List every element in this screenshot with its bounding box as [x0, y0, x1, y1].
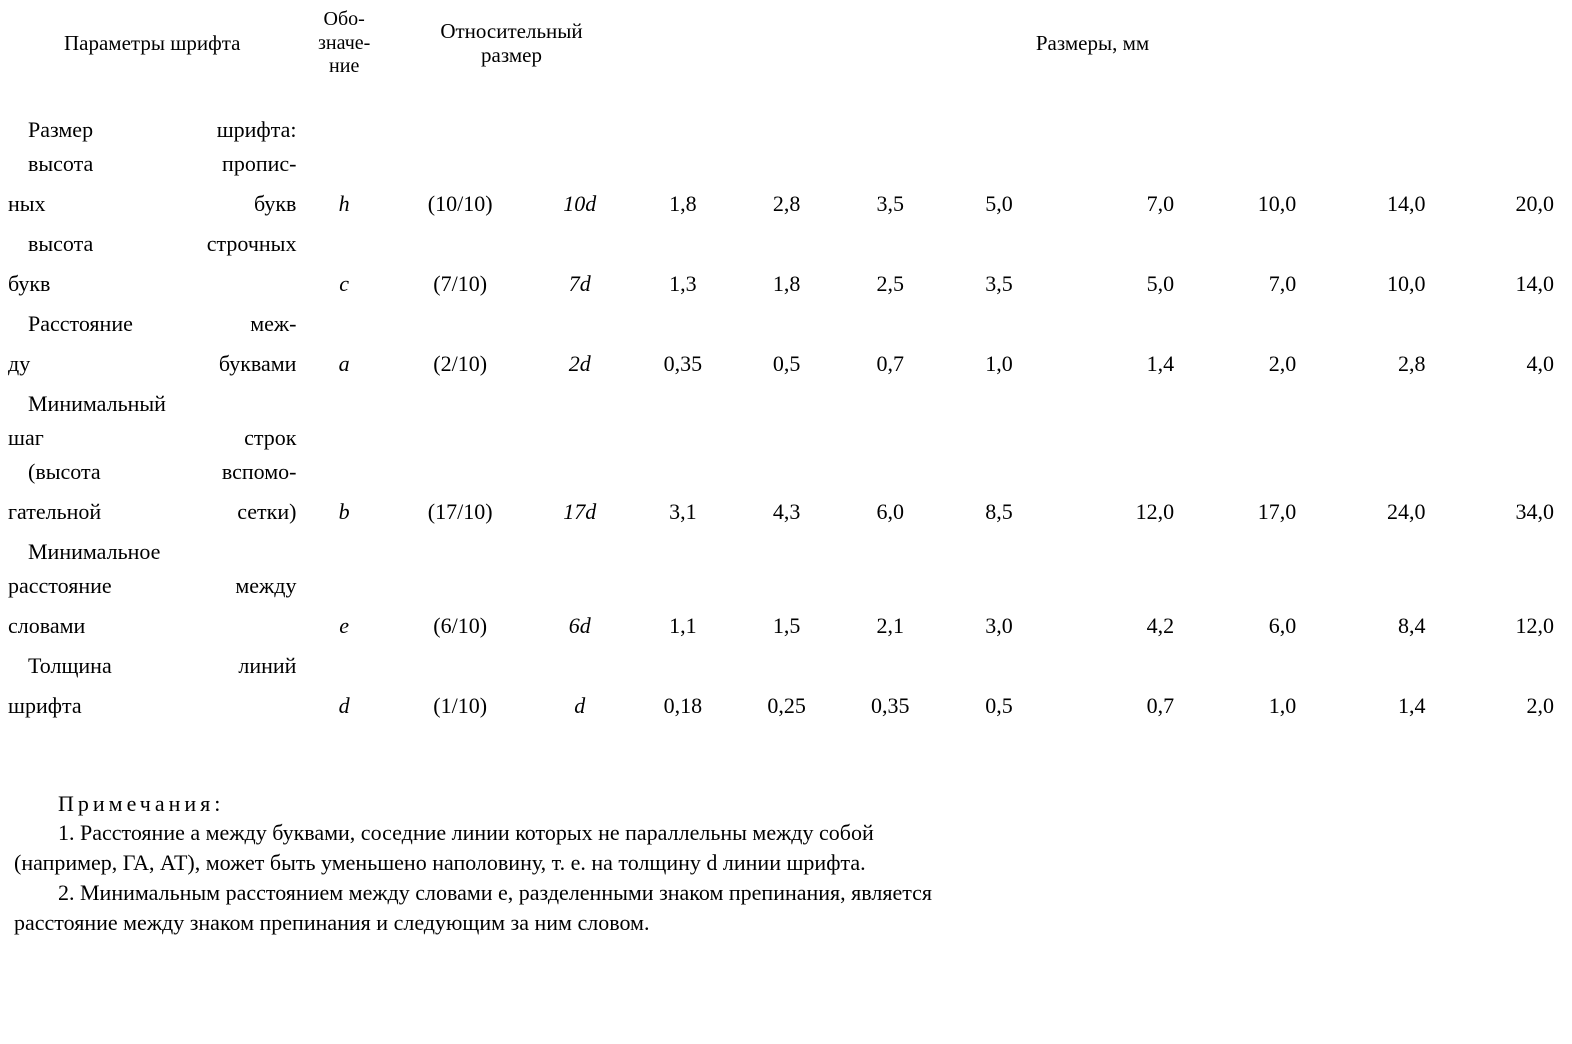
- val: 3,5: [838, 181, 942, 227]
- val: 20,0: [1426, 181, 1554, 227]
- val: 10,0: [1174, 181, 1296, 227]
- symbol: e: [296, 603, 391, 649]
- val: 4,0: [1426, 341, 1554, 387]
- val: 6,0: [838, 489, 942, 535]
- val: 12,0: [1426, 603, 1554, 649]
- header-params: Параметры шрифта: [8, 8, 296, 79]
- val: 10,0: [1296, 261, 1425, 307]
- rel-size-d: 7d: [528, 261, 631, 307]
- param-text: ных букв: [8, 190, 296, 218]
- header-relative-size: Относительныйразмер: [392, 8, 631, 79]
- symbol: b: [296, 489, 391, 535]
- param-text: шрифта: [8, 692, 296, 720]
- val: 7,0: [1174, 261, 1296, 307]
- font-parameters-table: Параметры шрифта Обо-значе-ние Относител…: [8, 8, 1554, 763]
- param-text: букв: [8, 270, 296, 298]
- note-1-line1: 1. Расстояние a между буквами, соседние …: [14, 818, 1546, 848]
- symbol: h: [296, 181, 391, 227]
- param-text: расстояние между: [8, 572, 296, 600]
- val: 0,5: [735, 341, 839, 387]
- val: 2,8: [735, 181, 839, 227]
- rel-size-frac: (2/10): [392, 341, 529, 387]
- val: 8,4: [1296, 603, 1425, 649]
- val: 4,2: [1056, 603, 1174, 649]
- param-text: (высота вспомо-: [8, 458, 296, 486]
- val: 3,1: [631, 489, 735, 535]
- notes-block: Примечания: 1. Расстояние a между буквам…: [8, 789, 1554, 937]
- val: 1,3: [631, 261, 735, 307]
- rel-size-d: 17d: [528, 489, 631, 535]
- val: 1,4: [1056, 341, 1174, 387]
- param-text: ду буквами: [8, 350, 296, 378]
- rel-size-d: 2d: [528, 341, 631, 387]
- val: 1,0: [942, 341, 1056, 387]
- note-2-line2: расстояние между знаком препинания и сле…: [14, 908, 1546, 938]
- note-2-line1: 2. Минимальным расстоянием между словами…: [14, 878, 1546, 908]
- val: 6,0: [1174, 603, 1296, 649]
- header-designation: Обо-значе-ние: [296, 8, 391, 79]
- rel-size-d: 10d: [528, 181, 631, 227]
- val: 0,35: [838, 683, 942, 729]
- val: 1,5: [735, 603, 839, 649]
- val: 0,25: [735, 683, 839, 729]
- page: { "table": { "type": "table", "backgroun…: [0, 0, 1572, 1044]
- param-text: Толщина линий: [8, 652, 296, 680]
- param-text: Расстояние меж-: [8, 310, 296, 338]
- rel-size-frac: (1/10): [392, 683, 529, 729]
- val: 5,0: [1056, 261, 1174, 307]
- val: 17,0: [1174, 489, 1296, 535]
- param-text: высота пропис-: [8, 150, 296, 178]
- param-text: Минимальный: [8, 390, 296, 418]
- val: 34,0: [1426, 489, 1554, 535]
- val: 1,1: [631, 603, 735, 649]
- rel-size-frac: (7/10): [392, 261, 529, 307]
- val: 1,0: [1174, 683, 1296, 729]
- notes-title: Примечания:: [14, 789, 1546, 819]
- param-text: шаг строк: [8, 424, 296, 452]
- rel-size-d: d: [528, 683, 631, 729]
- param-text: словами: [8, 612, 296, 640]
- note-1-line2: (например, ГА, АТ), может быть уменьшено…: [14, 848, 1546, 878]
- val: 1,8: [735, 261, 839, 307]
- val: 2,1: [838, 603, 942, 649]
- val: 1,8: [631, 181, 735, 227]
- val: 1,4: [1296, 683, 1425, 729]
- val: 24,0: [1296, 489, 1425, 535]
- symbol: c: [296, 261, 391, 307]
- val: 14,0: [1296, 181, 1425, 227]
- val: 2,0: [1174, 341, 1296, 387]
- val: 8,5: [942, 489, 1056, 535]
- rel-size-d: 6d: [528, 603, 631, 649]
- symbol: d: [296, 683, 391, 729]
- header-sizes-mm: Размеры, мм: [631, 8, 1554, 79]
- val: 2,5: [838, 261, 942, 307]
- symbol: a: [296, 341, 391, 387]
- val: 3,5: [942, 261, 1056, 307]
- rel-size-frac: (10/10): [392, 181, 529, 227]
- val: 0,7: [1056, 683, 1174, 729]
- val: 7,0: [1056, 181, 1174, 227]
- rel-size-frac: (17/10): [392, 489, 529, 535]
- val: 0,5: [942, 683, 1056, 729]
- param-text: Минимальное: [8, 538, 296, 566]
- val: 0,18: [631, 683, 735, 729]
- val: 2,0: [1426, 683, 1554, 729]
- val: 0,7: [838, 341, 942, 387]
- param-text: высота строчных: [8, 230, 296, 258]
- val: 12,0: [1056, 489, 1174, 535]
- val: 5,0: [942, 181, 1056, 227]
- param-text: гательной сетки): [8, 498, 296, 526]
- val: 3,0: [942, 603, 1056, 649]
- val: 2,8: [1296, 341, 1425, 387]
- rel-size-frac: (6/10): [392, 603, 529, 649]
- val: 0,35: [631, 341, 735, 387]
- val: 14,0: [1426, 261, 1554, 307]
- param-text: Размер шрифта:: [8, 116, 296, 144]
- val: 4,3: [735, 489, 839, 535]
